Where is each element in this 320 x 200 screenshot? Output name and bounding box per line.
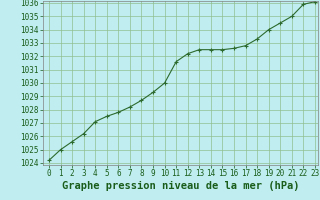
X-axis label: Graphe pression niveau de la mer (hPa): Graphe pression niveau de la mer (hPa) (62, 181, 300, 191)
